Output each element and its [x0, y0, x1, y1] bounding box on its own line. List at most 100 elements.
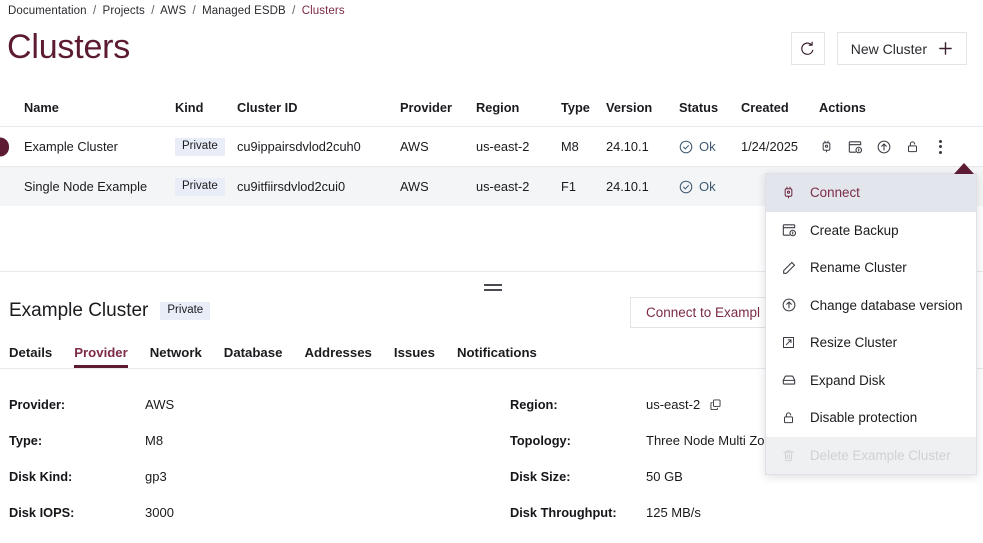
plus-icon [938, 41, 953, 56]
menu-item-connect[interactable]: Connect [766, 174, 976, 212]
unlock-icon[interactable] [905, 139, 920, 154]
breadcrumb-separator: / [192, 5, 196, 17]
field-type: Type: M8 [0, 422, 491, 458]
trash-icon [780, 448, 797, 463]
cell-type: M8 [561, 139, 579, 154]
menu-item-label: Resize Cluster [810, 335, 898, 351]
field-label: Disk Throughput: [510, 504, 617, 520]
new-cluster-label: New Cluster [850, 40, 927, 57]
menu-item-label: Expand Disk [810, 372, 886, 388]
menu-item-label: Connect [810, 185, 860, 201]
cell-version: 24.10.1 [606, 139, 649, 154]
field-value: 50 GB [646, 468, 683, 484]
breadcrumb-item-documentation[interactable]: Documentation [8, 5, 87, 17]
breadcrumb-separator: / [151, 5, 155, 17]
field-value: us-east-2 [646, 396, 701, 412]
breadcrumb-item-managed-esdb[interactable]: Managed ESDB [202, 5, 286, 17]
menu-item-label: Rename Cluster [810, 260, 907, 276]
status-label: Ok [699, 179, 716, 194]
row-selected-marker [0, 137, 9, 156]
column-header-name: Name [24, 99, 59, 115]
resize-icon [780, 335, 797, 350]
field-disk-throughput: Disk Throughput: 125 MB/s [501, 494, 982, 530]
cell-region: us-east-2 [476, 139, 530, 154]
menu-item-disable-protection[interactable]: Disable protection [766, 399, 976, 437]
column-header-type: Type [561, 99, 590, 115]
breadcrumb-separator: / [92, 5, 97, 17]
breadcrumb-item-aws[interactable]: AWS [160, 5, 187, 17]
detail-header: Example Cluster Private [0, 293, 983, 329]
column-header-status: Status [679, 99, 719, 115]
cell-version: 24.10.1 [606, 179, 649, 194]
kind-badge: Private [175, 177, 225, 197]
tab-provider[interactable]: Provider [74, 345, 128, 368]
field-disk-size: Disk Size: 50 GB [501, 458, 982, 494]
menu-item-label: Change database version [810, 297, 963, 313]
field-disk-iops: Disk IOPS: 3000 [0, 494, 491, 530]
tabs-divider [0, 368, 983, 369]
column-header-provider: Provider [400, 99, 452, 115]
field-region: Region: us-east-2 [501, 386, 982, 422]
field-label: Disk Size: [510, 468, 571, 484]
menu-caret-icon [954, 163, 974, 174]
disk-icon [780, 372, 797, 388]
menu-item-rename-cluster[interactable]: Rename Cluster [766, 249, 976, 287]
tab-details[interactable]: Details [9, 345, 53, 360]
tab-notifications[interactable]: Notifications [456, 345, 537, 360]
field-provider: Provider: AWS [0, 386, 491, 422]
check-circle-icon [679, 180, 693, 194]
cell-provider: AWS [400, 139, 429, 154]
breadcrumb-item-clusters[interactable]: Clusters [301, 5, 345, 17]
field-value-wrap: us-east-2 [646, 397, 722, 412]
more-options-icon[interactable] [933, 138, 948, 156]
upgrade-icon[interactable] [876, 139, 892, 155]
menu-item-change-database-version[interactable]: Change database version [766, 287, 976, 325]
detail-tabs: Details Provider Network Database Addres… [0, 338, 983, 368]
cluster-actions-menu: Connect Create Backup Rename Cluster Cha… [765, 173, 977, 475]
cluster-detail-panel: Example Cluster Private Details Provider… [0, 293, 983, 530]
panel-resize-handle[interactable] [484, 284, 502, 294]
cell-name: Single Node Example [24, 179, 148, 194]
menu-item-expand-disk[interactable]: Expand Disk [766, 362, 976, 400]
column-header-created: Created [741, 99, 789, 115]
create-backup-icon [780, 222, 797, 238]
connect-icon [780, 185, 797, 200]
field-label: Disk Kind: [9, 468, 73, 484]
tab-addresses[interactable]: Addresses [304, 345, 372, 360]
create-backup-icon[interactable] [847, 139, 863, 155]
cell-actions [819, 138, 969, 156]
pencil-icon [780, 260, 797, 276]
connect-to-cluster-button[interactable]: Connect to Exampl [630, 297, 777, 328]
field-value: 3000 [145, 504, 174, 520]
table-header-row: Name Kind Cluster ID Provider Region Typ… [0, 88, 983, 126]
tab-issues[interactable]: Issues [393, 345, 435, 360]
field-label: Type: [9, 432, 43, 448]
tab-database[interactable]: Database [223, 345, 283, 360]
field-value: M8 [145, 432, 164, 448]
column-header-kind: Kind [175, 99, 204, 115]
refresh-icon [799, 40, 816, 57]
column-header-version: Version [606, 99, 653, 115]
cell-provider: AWS [400, 179, 429, 194]
new-cluster-button[interactable]: New Cluster [836, 32, 967, 65]
copy-icon[interactable] [709, 398, 722, 411]
breadcrumb-item-projects[interactable]: Projects [102, 5, 145, 17]
breadcrumb-separator: / [292, 5, 296, 17]
column-header-actions: Actions [819, 99, 866, 115]
cell-type: F1 [561, 179, 576, 194]
tab-network[interactable]: Network [149, 345, 202, 360]
connect-icon[interactable] [819, 139, 834, 154]
cell-kind: Private [175, 177, 237, 197]
field-label: Disk IOPS: [9, 504, 75, 520]
menu-item-label: Create Backup [810, 222, 899, 238]
table-row[interactable]: Example Cluster Private cu9ippairsdvlod2… [0, 127, 983, 166]
menu-item-create-backup[interactable]: Create Backup [766, 212, 976, 250]
field-disk-kind: Disk Kind: gp3 [0, 458, 491, 494]
header-actions: New Cluster [790, 32, 967, 65]
refresh-button[interactable] [790, 32, 825, 65]
table-header-divider [0, 126, 983, 127]
fields-column-left: Provider: AWS Type: M8 Disk Kind: gp3 Di… [0, 386, 491, 530]
breadcrumb: Documentation / Projects / AWS / Managed… [8, 5, 345, 17]
field-value: 125 MB/s [646, 504, 701, 520]
menu-item-resize-cluster[interactable]: Resize Cluster [766, 324, 976, 362]
